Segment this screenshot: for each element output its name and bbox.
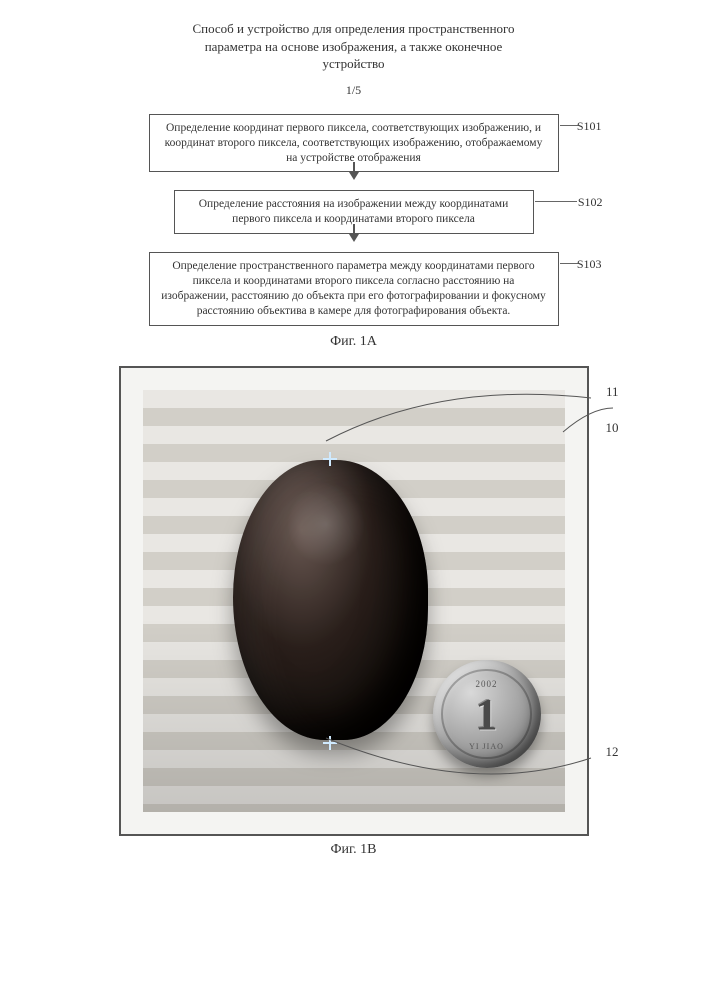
leader-line-12 [321, 728, 621, 798]
flow-step-2-leader [535, 201, 577, 202]
callout-12: 12 [606, 744, 619, 760]
callout-10: 10 [606, 420, 619, 436]
page-number: 1/5 [50, 83, 657, 98]
flow-step-1-leader [560, 125, 578, 126]
flow-step-3-leader [560, 263, 578, 264]
marker-cross-top [323, 452, 337, 466]
photo-frame: 2002 1 YI JIAO 11 10 12 [119, 366, 589, 836]
doc-title-line2: параметра на основе изображения, а также… [134, 38, 574, 56]
flow-step-1-text: Определение координат первого пиксела, с… [165, 122, 543, 164]
flow-step-2-label: S102 [578, 195, 603, 211]
flow-step-2-text: Определение расстояния на изображении ме… [199, 198, 509, 225]
flow-step-3: Определение пространственного параметра … [149, 252, 559, 326]
doc-title: Способ и устройство для определения прос… [134, 20, 574, 73]
fig-1a-caption: Фиг. 1A [50, 334, 657, 350]
doc-title-line3: устройство [134, 55, 574, 73]
flow-step-3-text: Определение пространственного параметра … [161, 260, 546, 317]
doc-title-line1: Способ и устройство для определения прос… [134, 20, 574, 38]
coin-year: 2002 [443, 679, 530, 689]
fig-1b-caption: Фиг. 1B [50, 842, 657, 858]
flow-step-1-label: S101 [577, 119, 602, 135]
flowchart-fig-1a: Определение координат первого пиксела, с… [129, 114, 579, 326]
fruit-object [233, 460, 428, 740]
callout-11: 11 [606, 384, 619, 400]
flow-step-3-label: S103 [577, 257, 602, 273]
arrow-down-icon [349, 172, 359, 180]
arrow-down-icon [349, 234, 359, 242]
